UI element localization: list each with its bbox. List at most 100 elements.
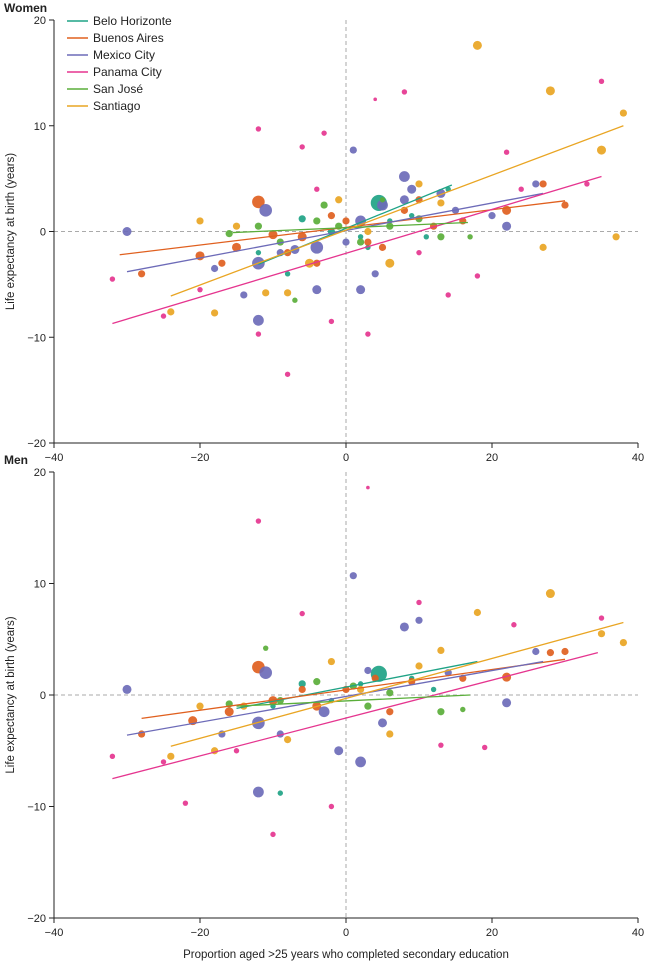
data-point-buenos-aires <box>232 242 241 252</box>
data-point-santiago <box>284 289 292 297</box>
data-point-buenos-aires <box>218 259 226 267</box>
data-point-panama-city <box>255 126 262 132</box>
data-point-san-jos- <box>467 234 473 240</box>
data-point-mexico-city <box>364 666 372 675</box>
data-point-santiago <box>262 289 270 297</box>
data-point-buenos-aires <box>561 201 569 209</box>
data-point-mexico-city <box>342 238 350 246</box>
data-point-panama-city <box>109 276 116 282</box>
trend-line-buenos-aires <box>141 658 566 720</box>
data-point-san-jos- <box>437 708 445 716</box>
data-point-panama-city <box>321 130 327 136</box>
data-point-mexico-city <box>488 212 496 220</box>
y-tick-label: 10 <box>34 579 46 591</box>
trend-line-belo-horizonte <box>236 660 478 710</box>
data-point-panama-city <box>270 831 276 838</box>
y-tick-label: 0 <box>40 227 46 239</box>
data-point-panama-city <box>401 89 408 95</box>
y-tick-label: 20 <box>34 467 46 479</box>
data-point-panama-city <box>445 292 451 298</box>
data-point-mexico-city <box>378 718 387 728</box>
data-point-panama-city <box>584 181 590 187</box>
data-point-belo-horizonte <box>409 212 415 219</box>
legend-label: Buenos Aires <box>93 31 164 45</box>
data-point-san-jos- <box>364 702 372 710</box>
data-point-santiago <box>232 222 241 230</box>
data-point-panama-city <box>518 186 524 192</box>
data-point-panama-city <box>314 186 320 192</box>
data-point-panama-city <box>598 78 605 85</box>
data-point-buenos-aires <box>386 708 394 716</box>
data-point-belo-horizonte <box>255 249 262 256</box>
data-point-buenos-aires <box>561 647 569 656</box>
data-point-santiago <box>196 702 204 710</box>
data-point-santiago <box>386 730 394 738</box>
y-tick-label: −10 <box>27 332 46 344</box>
data-point-panama-city <box>255 331 262 337</box>
data-point-mexico-city <box>211 264 219 273</box>
data-point-belo-horizonte <box>284 271 291 277</box>
y-tick-label: −20 <box>27 913 46 925</box>
data-point-buenos-aires <box>364 238 372 246</box>
data-point-mexico-city <box>253 314 264 326</box>
data-point-mexico-city <box>122 684 132 694</box>
data-point-panama-city <box>366 485 370 490</box>
data-point-belo-horizonte <box>357 234 364 240</box>
data-point-santiago <box>167 752 175 760</box>
data-point-santiago <box>335 196 343 204</box>
data-point-panama-city <box>511 622 517 628</box>
x-tick-label: 20 <box>486 452 498 464</box>
x-tick-label: 20 <box>486 927 498 939</box>
data-point-santiago <box>437 199 445 207</box>
data-point-santiago <box>415 662 423 670</box>
data-point-panama-city <box>233 748 240 754</box>
data-point-mexico-city <box>122 227 132 236</box>
data-point-mexico-city <box>371 270 379 278</box>
trend-line-mexico-city <box>126 660 544 736</box>
y-tick-label: −20 <box>27 438 46 450</box>
x-tick-label: −20 <box>191 927 210 939</box>
data-point-mexico-city <box>377 199 388 211</box>
data-point-buenos-aires <box>138 270 146 278</box>
data-point-santiago <box>472 40 482 50</box>
data-point-panama-city <box>284 371 291 377</box>
x-tick-label: 0 <box>343 927 349 939</box>
data-point-mexico-city <box>399 622 409 632</box>
trend-line-san-jos- <box>236 694 471 707</box>
trend-line-panama-city <box>112 652 599 780</box>
x-tick-label: −40 <box>45 452 64 464</box>
data-point-panama-city <box>438 742 444 748</box>
x-tick-label: −40 <box>45 927 64 939</box>
data-point-panama-city <box>474 273 481 279</box>
data-point-san-jos- <box>276 238 284 246</box>
data-point-mexico-city <box>407 184 417 194</box>
data-point-santiago <box>385 258 395 268</box>
data-point-san-jos- <box>313 217 321 225</box>
trend-line-santiago <box>170 621 624 747</box>
x-axis-label: Proportion aged >25 years who completed … <box>183 949 509 961</box>
data-point-buenos-aires <box>342 217 350 225</box>
data-point-panama-city <box>328 803 335 810</box>
y-axis-label: Life expectancy at birth (years) <box>5 616 17 773</box>
data-point-santiago <box>539 243 547 251</box>
data-point-panama-city <box>160 759 167 765</box>
x-tick-label: 40 <box>632 452 644 464</box>
data-point-belo-horizonte <box>423 234 429 240</box>
legend-label: Santiago <box>93 99 141 113</box>
panel-women: 20 10 0 −10 −20 −40 −20 0 20 40 Women Life expectan… <box>4 1 644 464</box>
data-point-panama-city <box>373 97 378 102</box>
data-point-santiago <box>437 646 445 655</box>
data-point-santiago <box>545 86 555 96</box>
data-point-san-jos- <box>313 678 321 686</box>
data-point-mexico-city <box>532 647 540 656</box>
data-point-panama-city <box>365 331 371 337</box>
data-point-belo-horizonte <box>298 215 306 223</box>
data-point-belo-horizonte <box>298 680 306 688</box>
data-point-mexico-city <box>334 746 344 756</box>
y-tick-label: 10 <box>34 121 46 133</box>
trend-line-santiago <box>170 125 624 297</box>
data-point-santiago <box>619 109 628 117</box>
data-point-panama-city <box>416 599 422 606</box>
data-point-mexico-city <box>312 285 322 295</box>
